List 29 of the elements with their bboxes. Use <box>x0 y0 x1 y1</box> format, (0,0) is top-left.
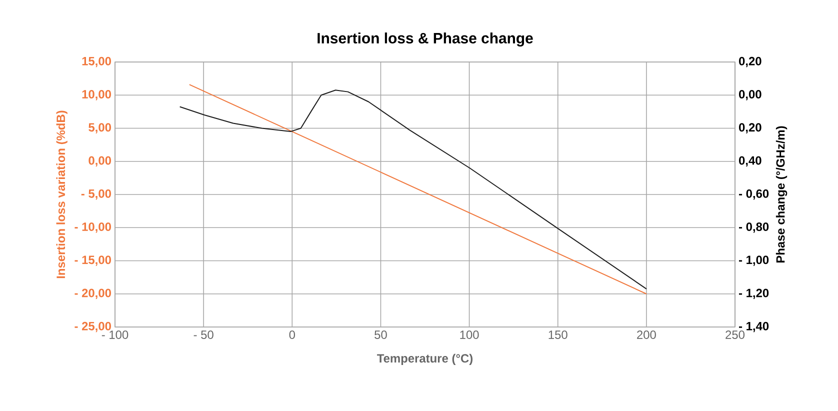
y-tick-label: - 25,00 <box>74 322 111 332</box>
x-axis-title: Temperature (°C) <box>377 354 473 365</box>
y-tick-label: - 20,00 <box>74 288 111 299</box>
x-tick-label: 250 <box>726 330 745 339</box>
x-tick-label: 50 <box>374 330 387 339</box>
y2-tick-label: 0,20 <box>738 56 762 68</box>
x-tick-label: 150 <box>548 330 568 339</box>
y2-tick-label: 0,00 <box>738 90 762 100</box>
y2-tick-label: - 1,00 <box>738 256 769 266</box>
y-axis-title: Insertion loss variation (%dB) <box>56 110 68 278</box>
y2-axis-title: Phase change (°/GHz/m) <box>776 126 788 263</box>
x-tick-label: - 50 <box>194 330 214 339</box>
x-tick-label: 200 <box>637 330 656 339</box>
x-tick-label: 100 <box>460 330 479 339</box>
y-tick-label: 15,00 <box>82 56 111 68</box>
y-tick-label: 10,00 <box>82 90 111 100</box>
y2-tick-label: - 1,20 <box>738 288 769 299</box>
y2-tick-label: 0,40 <box>738 156 762 166</box>
y-tick-label: - 10,00 <box>74 222 111 233</box>
chart-title: Insertion loss & Phase change <box>318 32 533 47</box>
y2-tick-label: - 0,80 <box>738 222 769 233</box>
y-tick-label: 0,00 <box>88 156 111 166</box>
y-tick-label: - 15,00 <box>74 256 111 266</box>
y2-tick-label: - 0,60 <box>738 189 769 200</box>
y2-tick-label: 0,20 <box>738 123 762 134</box>
y-tick-label: 5,00 <box>88 123 111 134</box>
y-tick-label: - 5,00 <box>81 189 111 200</box>
x-tick-label: - 100 <box>102 330 128 339</box>
x-tick-label: 0 <box>289 330 296 339</box>
